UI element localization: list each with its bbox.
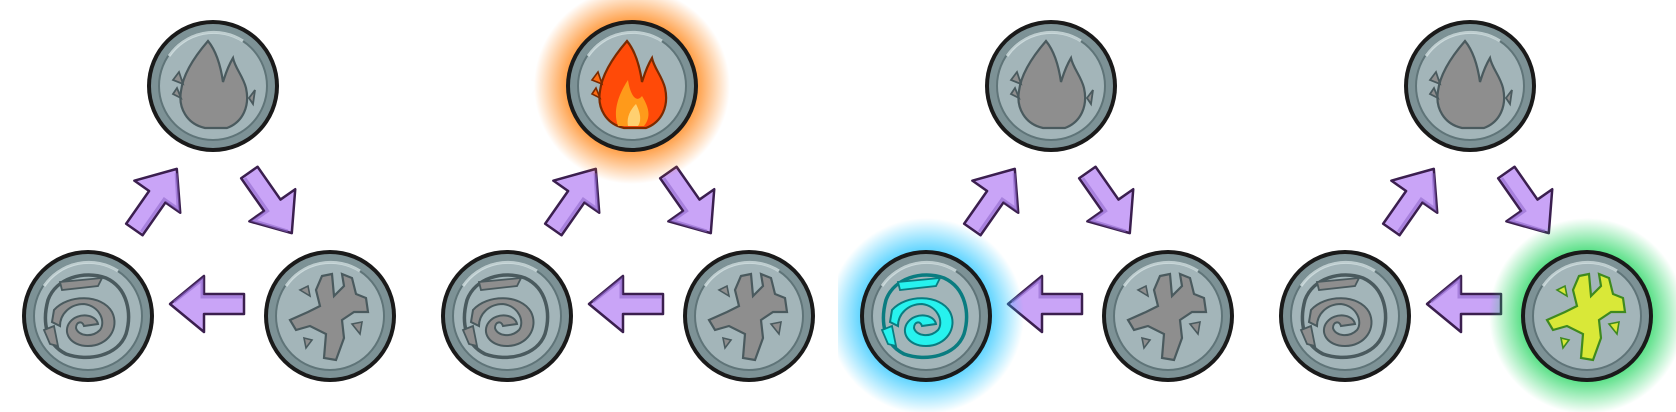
arrow-fire-to-earth: [658, 165, 716, 235]
fire-coin[interactable]: [985, 20, 1117, 152]
cycle-panel: [0, 0, 419, 412]
water-icon: [441, 250, 573, 382]
cycle-panel: [419, 0, 838, 412]
water-coin[interactable]: [838, 218, 1024, 412]
earth-icon: [1102, 250, 1234, 382]
earth-coin[interactable]: [1489, 218, 1676, 412]
arrow-fire-to-earth: [239, 165, 297, 235]
arrow-earth-to-water: [168, 274, 246, 334]
fire-icon: [1404, 20, 1536, 152]
arrow-water-to-fire: [962, 167, 1020, 237]
arrow-water-to-fire: [124, 167, 182, 237]
earth-coin[interactable]: [1102, 250, 1234, 382]
arrow-water-to-fire: [1381, 167, 1439, 237]
water-coin[interactable]: [441, 250, 573, 382]
fire-icon: [985, 20, 1117, 152]
water-icon: [838, 218, 1024, 412]
water-coin[interactable]: [22, 250, 154, 382]
cycle-panel: [838, 0, 1257, 412]
water-icon: [1279, 250, 1411, 382]
fire-icon: [147, 20, 279, 152]
earth-icon: [264, 250, 396, 382]
fire-coin[interactable]: [147, 20, 279, 152]
arrow-earth-to-water: [587, 274, 665, 334]
cycle-panel: [1257, 0, 1676, 412]
arrow-fire-to-earth: [1077, 165, 1135, 235]
earth-icon: [1489, 218, 1676, 412]
fire-coin[interactable]: [1404, 20, 1536, 152]
water-icon: [22, 250, 154, 382]
arrow-fire-to-earth: [1496, 165, 1554, 235]
arrow-earth-to-water: [1006, 274, 1084, 334]
earth-icon: [683, 250, 815, 382]
arrow-water-to-fire: [543, 167, 601, 237]
fire-icon: [534, 0, 730, 184]
water-coin[interactable]: [1279, 250, 1411, 382]
earth-coin[interactable]: [264, 250, 396, 382]
earth-coin[interactable]: [683, 250, 815, 382]
fire-coin[interactable]: [534, 0, 730, 184]
